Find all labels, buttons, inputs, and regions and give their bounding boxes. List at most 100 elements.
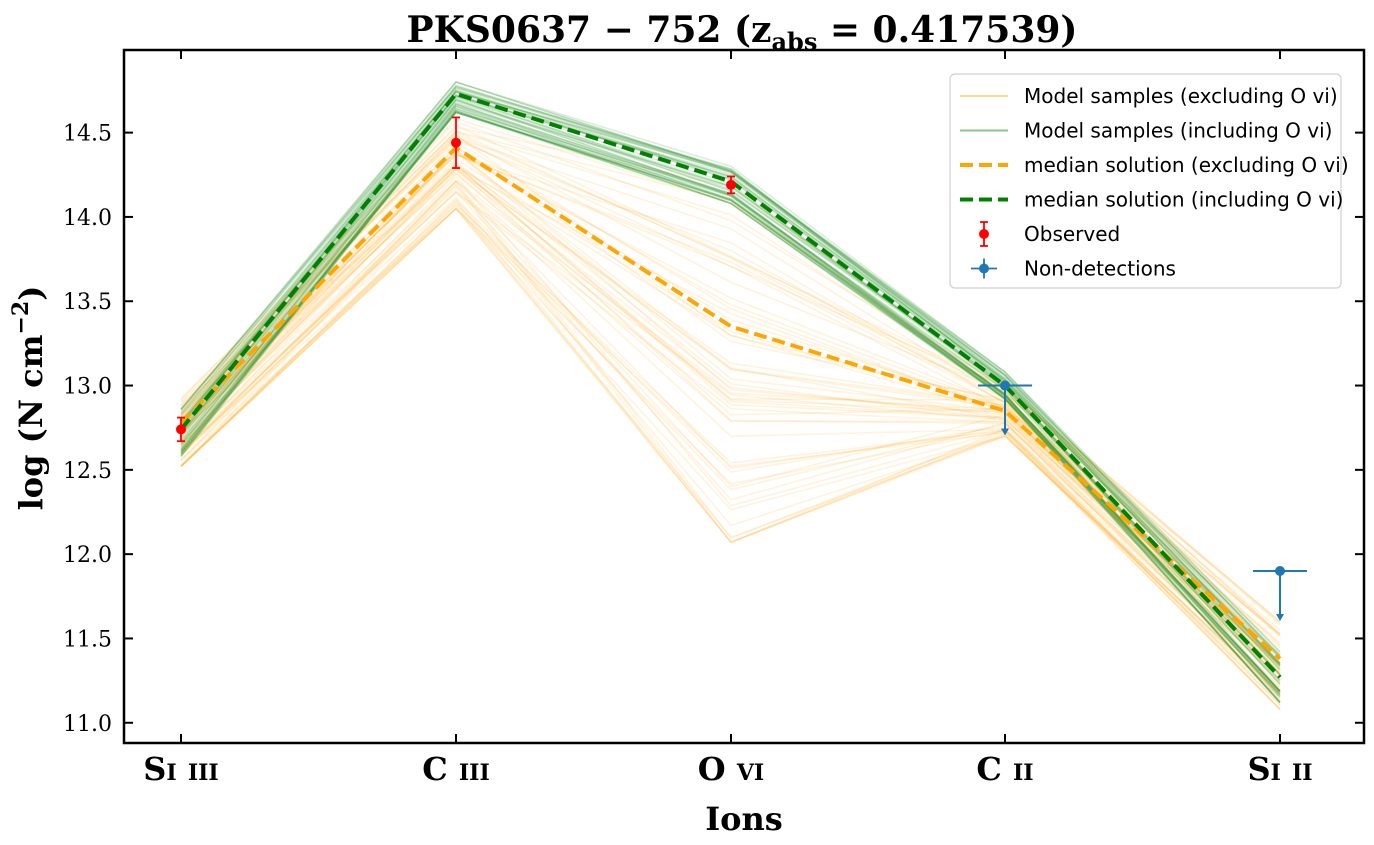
- legend-item: Model samples (including O vi): [960, 119, 1332, 143]
- sample-line: [180, 130, 1281, 631]
- median-line-0: [179, 145, 1282, 661]
- sample-line: [180, 81, 1281, 664]
- legend-item: Observed: [979, 221, 1120, 247]
- observed-point: [451, 137, 461, 148]
- sample-line: [180, 184, 1281, 699]
- sample-line: [180, 199, 1281, 703]
- sample-line: [180, 135, 1281, 638]
- sample-line: [180, 111, 1281, 702]
- legend-item: Model samples (excluding O vi): [960, 84, 1338, 108]
- sample-line: [180, 110, 1281, 695]
- sample-line: [180, 139, 1281, 635]
- sample-line: [180, 163, 1281, 669]
- sample-line: [180, 132, 1281, 635]
- sample-line: [180, 207, 1281, 689]
- legend: Model samples (excluding O vi) Model samp…: [949, 73, 1349, 289]
- x-tick-label: C iii: [422, 750, 489, 788]
- y-tick-label: 11.5: [63, 627, 112, 652]
- x-tick-label: Si iii: [143, 750, 218, 788]
- sample-line: [180, 90, 1281, 665]
- sample-line: [180, 158, 1281, 656]
- sample-line: [180, 201, 1281, 691]
- legend-label: Model samples (excluding O vi): [1024, 84, 1338, 108]
- sample-line: [180, 167, 1281, 671]
- sample-line: [180, 154, 1281, 660]
- sample-line: [180, 169, 1281, 676]
- legend-marker: [979, 229, 989, 239]
- sample-line: [180, 109, 1281, 704]
- x-tick-label: O vi: [698, 750, 764, 788]
- sample-line: [180, 149, 1281, 675]
- sample-line: [180, 131, 1281, 623]
- observed-point: [726, 179, 736, 190]
- x-tick-label: C ii: [976, 750, 1033, 788]
- sample-line: [180, 180, 1281, 698]
- sample-line: [180, 160, 1281, 661]
- sample-line: [180, 183, 1281, 706]
- y-tick-label: 13.0: [63, 375, 112, 400]
- chart-title: PKS0637 − 752 (zabs = 0.417539): [407, 9, 1078, 56]
- legend-label: median solution (excluding O vi): [1024, 153, 1349, 177]
- sample-line: [180, 179, 1281, 688]
- y-tick-label: 14.5: [63, 122, 112, 147]
- sample-line: [180, 81, 1281, 657]
- sample-line: [180, 84, 1281, 658]
- sample-line: [180, 162, 1281, 644]
- y-tick-label: 14.0: [63, 206, 112, 231]
- sample-line: [180, 207, 1281, 700]
- non-detection-points: [978, 380, 1307, 622]
- sample-line: [180, 207, 1281, 696]
- sample-line: [180, 207, 1281, 710]
- sample-line: [180, 172, 1281, 682]
- sample-line: [180, 190, 1281, 694]
- sample-line: [180, 191, 1281, 693]
- sample-line: [180, 81, 1281, 653]
- plot-frame: [122, 48, 1366, 745]
- sample-line: [180, 86, 1281, 667]
- y-axis-label: log (N cm−2): [8, 286, 50, 511]
- observed-points: [176, 116, 736, 443]
- sample-line: [180, 166, 1281, 676]
- y-axis: 11.0 11.5 12.0 12.5 13.0 13.5 14.0 14.5: [63, 122, 1364, 737]
- y-tick-label: 12.0: [63, 543, 112, 568]
- legend-item: Non-detections: [971, 257, 1176, 281]
- legend-label: Non-detections: [1024, 257, 1176, 281]
- sample-line: [180, 163, 1281, 694]
- sample-line: [180, 137, 1281, 626]
- sample-line: [180, 196, 1281, 695]
- plot-area: [176, 81, 1307, 710]
- sample-line: [180, 111, 1281, 704]
- legend-label: Observed: [1024, 222, 1120, 246]
- x-tick-label: Si ii: [1247, 750, 1312, 788]
- limit-arrow-head: [1276, 614, 1284, 622]
- sample-line: [180, 175, 1281, 705]
- sample-line: [180, 110, 1281, 697]
- legend-box: [949, 73, 1342, 289]
- y-tick-label: 12.5: [63, 459, 112, 484]
- legend-marker: [979, 263, 989, 274]
- legend-label: Model samples (including O vi): [1024, 119, 1332, 143]
- legend-item: median solution (including O vi): [960, 188, 1343, 212]
- sample-line: [180, 120, 1281, 624]
- sample-line: [180, 186, 1281, 682]
- sample-line: [180, 86, 1281, 664]
- sample-line: [180, 207, 1281, 710]
- legend-label: median solution (including O vi): [1024, 188, 1343, 212]
- sample-line: [180, 85, 1281, 669]
- y-tick-label: 11.0: [63, 712, 112, 737]
- observed-point: [176, 424, 186, 435]
- sample-line: [180, 190, 1281, 680]
- non-detection-point: [1000, 380, 1010, 391]
- sample-line: [180, 163, 1281, 674]
- sample-line: [180, 140, 1281, 666]
- sample-line: [180, 203, 1281, 695]
- sample-line: [180, 117, 1281, 623]
- sample-line: [180, 203, 1281, 710]
- sample-line: [180, 180, 1281, 678]
- non-detection-point: [1275, 566, 1285, 577]
- x-axis-label: Ions: [705, 800, 783, 838]
- sample-line: [180, 198, 1281, 710]
- legend-item: median solution (excluding O vi): [960, 153, 1349, 177]
